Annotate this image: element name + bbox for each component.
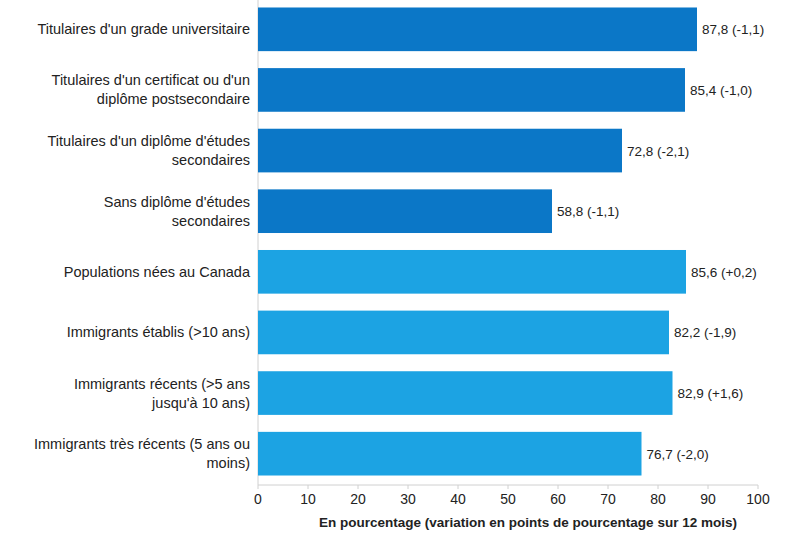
- x-tick-label: 0: [254, 491, 262, 507]
- x-tick-label: 30: [400, 491, 416, 507]
- category-label: Sans diplôme d'études secondaires: [104, 194, 250, 229]
- category-label: Populations nées au Canada: [64, 264, 251, 280]
- x-tick-label: 100: [746, 491, 770, 507]
- category-label-line: secondaires: [172, 213, 250, 229]
- x-tick: [708, 485, 709, 489]
- bars: [258, 7, 697, 475]
- data-label: 82,2 (-1,9): [674, 325, 736, 340]
- category-label-line: Immigrants établis (>10 ans): [67, 324, 250, 340]
- x-tick-label: 20: [350, 491, 366, 507]
- x-tick-label: 10: [300, 491, 316, 507]
- category-label-line: secondaires: [172, 152, 250, 168]
- category-label-line: Populations nées au Canada: [64, 264, 251, 280]
- category-label: Immigrants établis (>10 ans): [67, 324, 250, 340]
- x-axis-title: En pourcentage (variation en points de p…: [319, 515, 737, 530]
- bar: [258, 68, 685, 112]
- x-tick: [408, 485, 409, 489]
- category-label-line: Titulaires d'un grade universitaire: [37, 21, 250, 37]
- x-tick-label: 50: [500, 491, 516, 507]
- x-tick: [508, 485, 509, 489]
- category-label: Titulaires d'un diplôme d'études secondai…: [48, 133, 250, 168]
- bar: [258, 7, 697, 51]
- category-label-line: jusqu'à 10 ans): [151, 395, 250, 411]
- bar: [258, 189, 552, 233]
- x-tick-label: 40: [450, 491, 466, 507]
- bar: [258, 311, 669, 355]
- chart: Titulaires d'un grade universitaire Titul…: [0, 0, 800, 550]
- category-label: Titulaires d'un certificat ou d'un diplôm…: [52, 72, 250, 107]
- category-label-line: Titulaires d'un certificat ou d'un: [52, 72, 250, 88]
- x-tick-label: 80: [650, 491, 666, 507]
- x-tick-label: 70: [600, 491, 616, 507]
- data-label: 87,8 (-1,1): [702, 22, 764, 37]
- x-tick: [608, 485, 609, 489]
- data-label: 82,9 (+1,6): [678, 386, 744, 401]
- x-tick: [758, 485, 759, 489]
- category-label: Immigrants très récents (5 ans ou moins): [34, 436, 250, 471]
- category-label-line: diplôme postsecondaire: [97, 91, 250, 107]
- x-tick: [358, 485, 359, 489]
- category-label: Titulaires d'un grade universitaire: [37, 21, 250, 37]
- data-label: 85,4 (-1,0): [690, 83, 752, 98]
- bar: [258, 129, 622, 173]
- data-label: 58,8 (-1,1): [557, 204, 619, 219]
- category-label-line: Titulaires d'un diplôme d'études: [48, 133, 250, 149]
- bar: [258, 432, 642, 476]
- x-tick-label: 60: [550, 491, 566, 507]
- category-label-line: Sans diplôme d'études: [104, 194, 250, 210]
- x-tick: [308, 485, 309, 489]
- data-label: 85,6 (+0,2): [691, 265, 757, 280]
- category-label-line: Immigrants récents (>5 ans: [74, 376, 250, 392]
- data-label: 76,7 (-2,0): [647, 447, 709, 462]
- x-tick-label: 90: [700, 491, 716, 507]
- category-label-line: moins): [206, 455, 250, 471]
- category-label: Immigrants récents (>5 ans jusqu'à 10 ans…: [74, 376, 250, 411]
- bar: [258, 371, 673, 415]
- bar: [258, 250, 686, 294]
- data-label: 72,8 (-2,1): [627, 144, 689, 159]
- x-tick: [458, 485, 459, 489]
- x-tick: [258, 485, 259, 489]
- x-tick: [658, 485, 659, 489]
- x-tick: [558, 485, 559, 489]
- category-label-line: Immigrants très récents (5 ans ou: [34, 436, 250, 452]
